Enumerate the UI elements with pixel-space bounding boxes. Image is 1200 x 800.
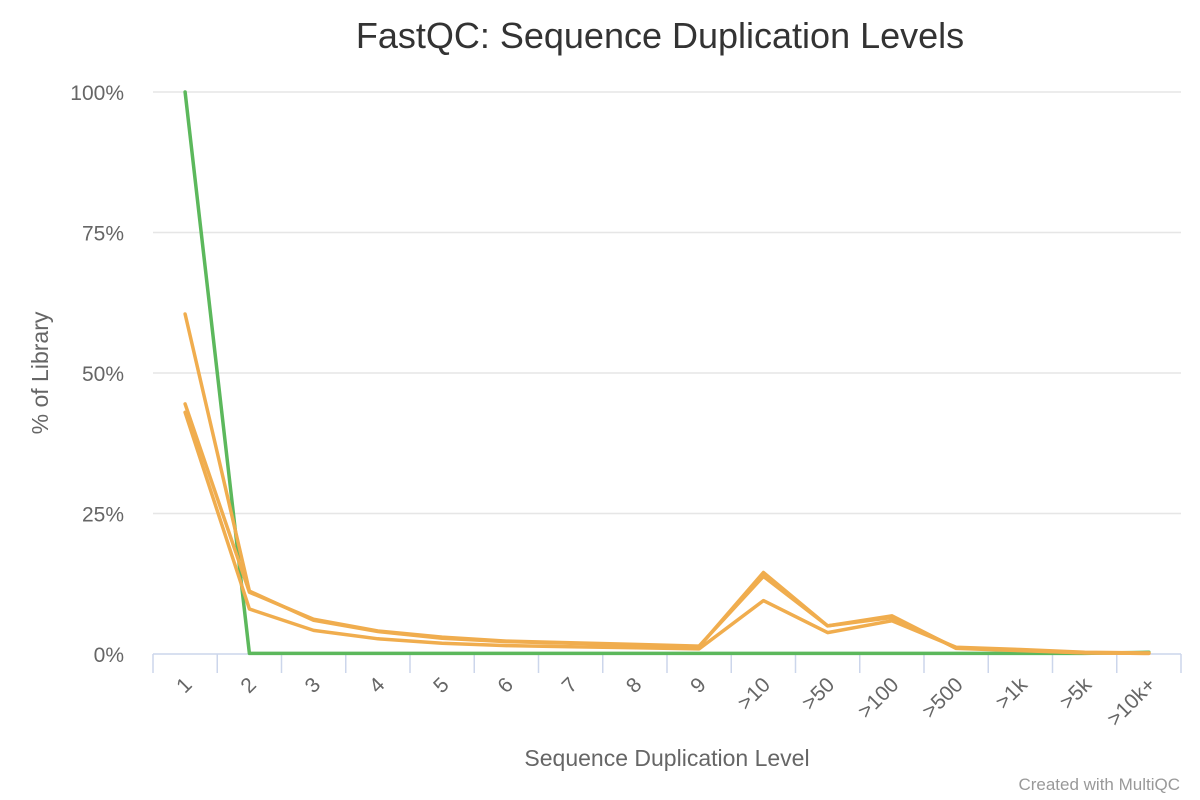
x-tick-label: 8	[622, 673, 647, 698]
x-tick-label: >5k	[1056, 673, 1097, 714]
credit-text: Created with MultiQC	[1018, 775, 1180, 794]
x-tick-label: >50	[798, 673, 839, 714]
y-tick-label: 50%	[82, 363, 124, 386]
x-tick-label: 1	[172, 673, 197, 698]
x-tick-label: >10k+	[1103, 673, 1161, 731]
y-tick-label: 100%	[70, 82, 124, 105]
series-line-4[interactable]	[183, 410, 1151, 655]
x-tick-label: >1k	[991, 673, 1032, 714]
x-tick-label: >500	[918, 673, 968, 723]
series-line-2[interactable]	[183, 312, 1151, 656]
x-tick-label: 7	[558, 673, 583, 698]
x-tick-label: 4	[365, 673, 390, 698]
y-tick-label: 25%	[82, 504, 124, 527]
series-line-1[interactable]	[183, 90, 1151, 656]
x-tick-label: 9	[686, 673, 711, 698]
y-axis-ticks: 0% 25% 50% 75% 100%	[70, 82, 124, 667]
gridlines	[153, 91, 1181, 515]
chart-title: FastQC: Sequence Duplication Levels	[356, 15, 964, 56]
x-tick-label: 5	[429, 673, 454, 698]
y-axis-label: % of Library	[27, 311, 53, 434]
series-lines	[183, 90, 1151, 656]
y-tick-label: 0%	[94, 644, 124, 667]
x-tick-label: 3	[301, 673, 326, 698]
x-tick-label: >100	[854, 673, 904, 723]
x-tick-label: >10	[733, 673, 774, 714]
y-tick-label: 75%	[82, 223, 124, 246]
x-axis-label: Sequence Duplication Level	[524, 745, 809, 771]
x-tick-label: 2	[236, 673, 261, 698]
x-tick-label: 6	[493, 673, 518, 698]
x-axis: 1 2 3 4 5 6 7 8 9 >10 >50 >100 >500 >1k >5k >10k+	[152, 653, 1182, 731]
series-line-3[interactable]	[183, 402, 1151, 656]
